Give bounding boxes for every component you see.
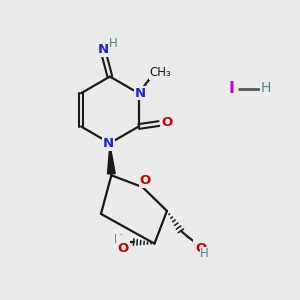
Text: H: H xyxy=(113,233,122,246)
Text: I: I xyxy=(229,81,235,96)
Text: N: N xyxy=(103,137,114,150)
Text: CH₃: CH₃ xyxy=(149,66,171,79)
Text: —: — xyxy=(116,236,129,249)
Text: O: O xyxy=(117,242,128,255)
Text: —: — xyxy=(194,238,206,251)
Text: O: O xyxy=(162,116,173,130)
Text: H: H xyxy=(109,38,118,50)
Text: N: N xyxy=(135,87,146,100)
Text: H: H xyxy=(200,247,209,260)
Text: O: O xyxy=(139,174,151,187)
Text: H: H xyxy=(261,82,271,95)
Text: O: O xyxy=(196,242,207,255)
Polygon shape xyxy=(107,145,115,174)
Text: N: N xyxy=(98,43,109,56)
